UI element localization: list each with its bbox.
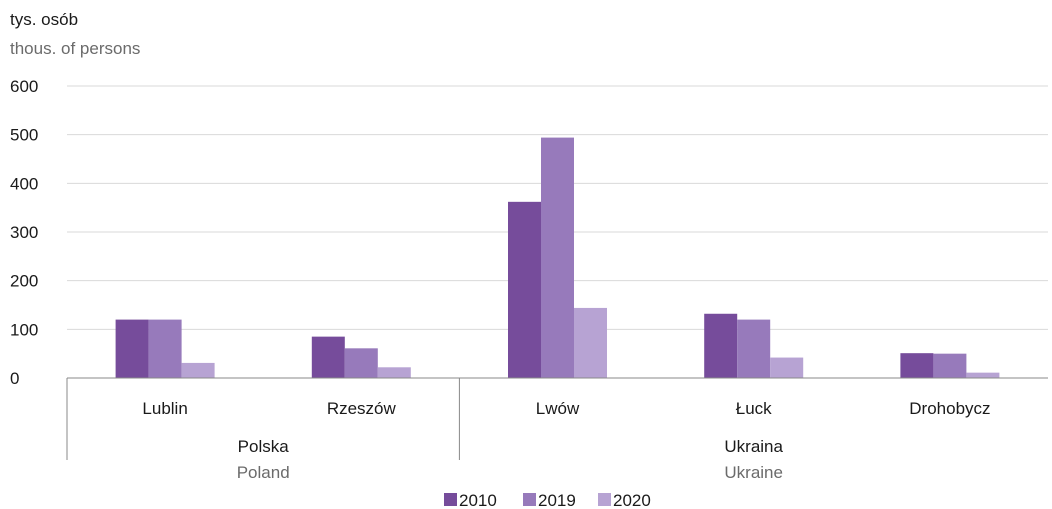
x-axis: Lublin Rzeszów Lwów Łuck Drohobycz Polska Pola… [66,377,1048,482]
category-label: Łuck [736,399,772,418]
bar-2019-Lublin [148,319,182,378]
y-tick-label: 0 [10,369,19,388]
group-label: Ukraina [724,437,783,456]
bar-2010-Łuck [704,313,738,378]
bar-2019-Lwów [541,137,574,378]
group-label-en: Poland [237,463,290,482]
category-label: Lwów [536,399,580,418]
group-label: Polska [238,437,290,456]
bar-2019-Rzeszów [344,348,378,378]
legend: 2010 2019 2020 [444,491,651,509]
bar-2019-Łuck [737,319,771,378]
bar-2010-Lwów [508,201,541,378]
category-label: Lublin [142,399,187,418]
bar-2020-Łuck [770,357,804,378]
y-axis-title: tys. osób [10,10,78,29]
legend-swatch-2020 [598,493,611,506]
legend-swatch-2019 [523,493,536,506]
y-tick-label: 300 [10,223,38,242]
y-axis-title-en: thous. of persons [10,39,140,58]
bar-2020-Rzeszów [377,367,411,378]
bars [115,137,1000,378]
y-tick-label: 500 [10,126,38,145]
legend-label: 2019 [538,491,576,509]
bar-2010-Drohobycz [900,353,934,378]
category-label: Drohobycz [909,399,990,418]
bar-2020-Lublin [181,362,215,378]
y-tick-label: 400 [10,174,38,193]
category-label: Rzeszów [327,399,397,418]
y-tick-label: 100 [10,320,38,339]
y-axis-ticks: 0 100 200 300 400 500 600 [10,77,38,388]
bar-2010-Rzeszów [311,336,345,378]
bar-2019-Drohobycz [933,353,967,378]
legend-label: 2020 [613,491,651,509]
bar-2020-Lwów [574,307,607,378]
legend-swatch-2010 [444,493,457,506]
y-tick-label: 600 [10,77,38,96]
bar-2010-Lublin [115,319,149,378]
group-label-en: Ukraine [724,463,783,482]
y-tick-label: 200 [10,272,38,291]
legend-label: 2010 [459,491,497,509]
bar-2020-Drohobycz [966,372,1000,378]
